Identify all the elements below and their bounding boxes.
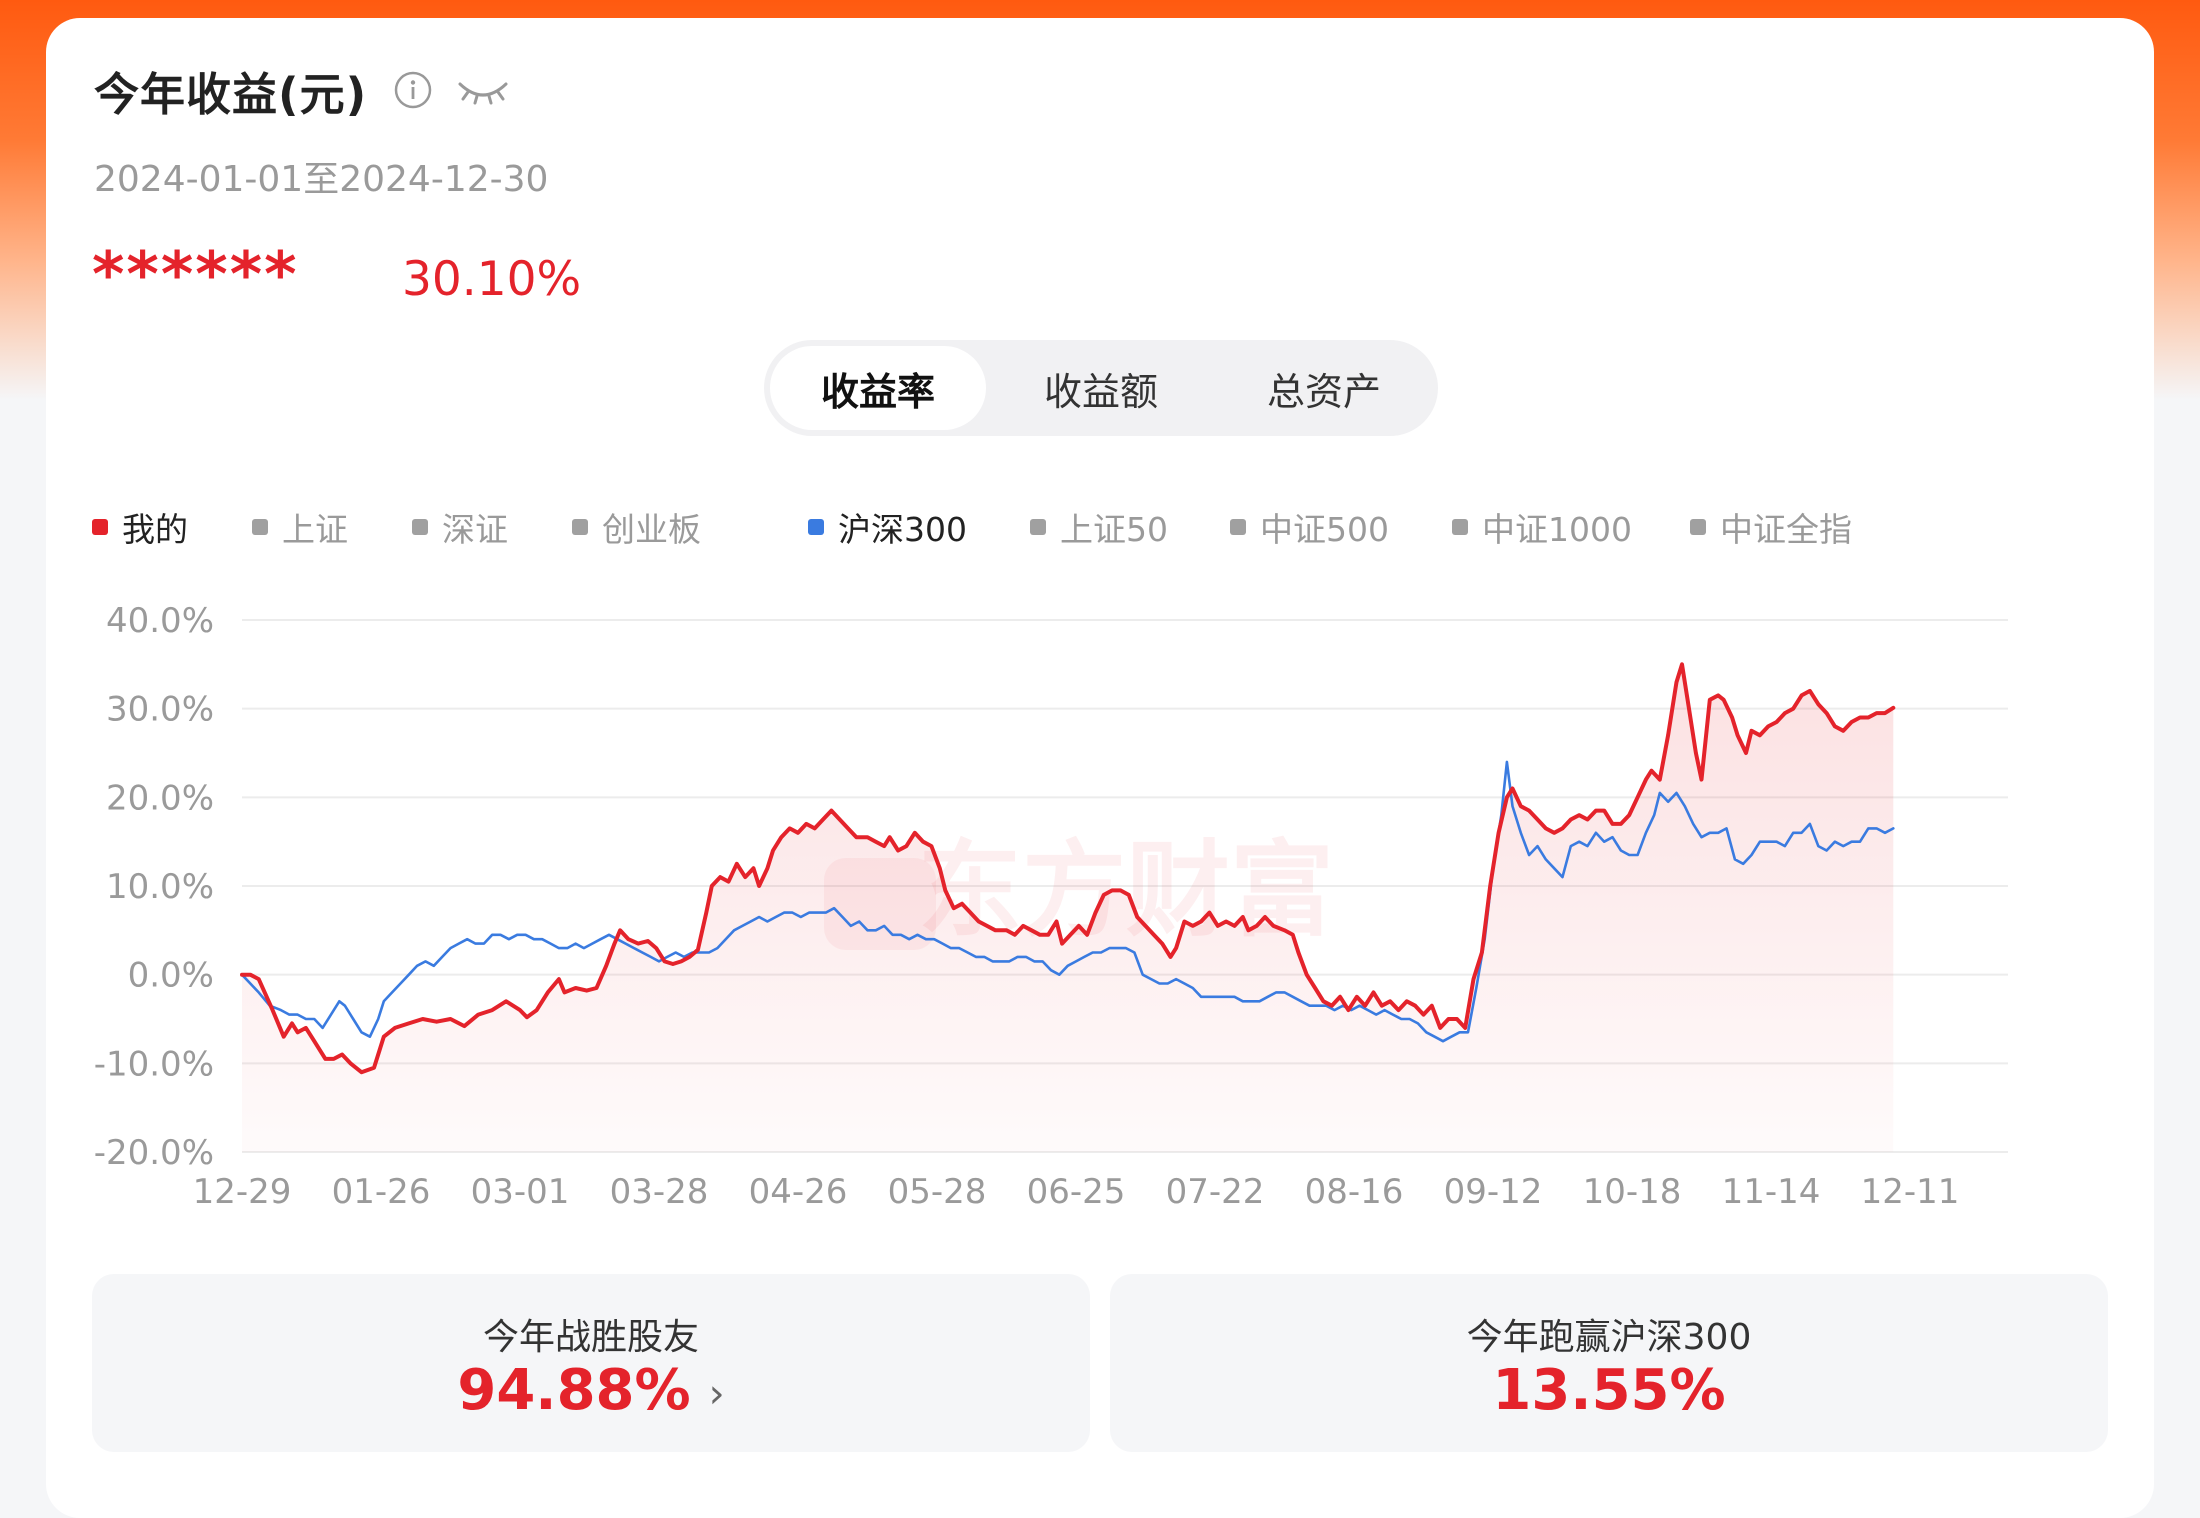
legend-item-7[interactable]: 中证1000 <box>1452 502 1632 552</box>
y-tick-label: 40.0% <box>106 601 214 641</box>
legend-label: 中证500 <box>1260 510 1389 549</box>
legend-item-2[interactable]: 深证 <box>412 502 508 552</box>
y-tick-label: -20.0% <box>94 1133 214 1173</box>
tab-return-amount[interactable]: 收益额 <box>1043 369 1158 414</box>
page-title: 今年收益(元) <box>94 67 368 121</box>
x-tick-label: 07-22 <box>1166 1172 1265 1212</box>
legend-item-6[interactable]: 中证500 <box>1230 502 1389 552</box>
x-tick-label: 10-18 <box>1583 1172 1682 1212</box>
beat-hs300-label: 今年跑赢沪深300 <box>1466 1317 1752 1358</box>
beat-peers-value: 94.88% <box>457 1358 691 1423</box>
x-tick-label: 12-29 <box>193 1172 292 1212</box>
tab-total-assets[interactable]: 总资产 <box>1266 369 1381 414</box>
beat-peers-label: 今年战胜股友 <box>482 1317 699 1358</box>
series-line-0 <box>240 662 1896 1075</box>
legend-swatch <box>92 519 108 535</box>
legend-swatch <box>252 519 268 535</box>
legend-label: 创业板 <box>602 510 701 549</box>
y-tick-label: -10.0% <box>94 1044 214 1084</box>
earnings-card: 今年收益(元) 2024-01-01至2024-12-30 ****** 30.… <box>46 18 2154 1518</box>
beat-hs300-box: 今年跑赢沪深300 13.55% <box>1110 1274 2108 1452</box>
return-percentage: 30.10% <box>402 252 582 307</box>
date-range: 2024-01-01至2024-12-30 <box>94 159 549 200</box>
beat-peers-box[interactable]: 今年战胜股友 94.88% › <box>92 1274 1090 1452</box>
legend-label: 中证全指 <box>1720 510 1852 549</box>
tab-return-rate[interactable]: 收益率 <box>770 346 986 430</box>
x-tick-label: 03-01 <box>471 1172 570 1212</box>
legend-label: 沪深300 <box>838 510 967 549</box>
title-row: 今年收益(元) <box>94 60 511 121</box>
legend-item-1[interactable]: 上证 <box>252 502 348 552</box>
y-tick-label: 30.0% <box>106 690 214 730</box>
legend-swatch <box>1030 519 1046 535</box>
legend-label: 深证 <box>442 510 508 549</box>
beat-peers-value-row: 94.88% › <box>92 1358 1090 1423</box>
x-tick-label: 06-25 <box>1027 1172 1126 1212</box>
chevron-right-icon[interactable]: › <box>708 1370 725 1417</box>
legend-swatch <box>412 519 428 535</box>
legend-label: 上证 <box>282 510 348 549</box>
legend-label: 我的 <box>122 510 188 549</box>
legend-label: 上证50 <box>1060 510 1168 549</box>
legend-swatch <box>808 519 824 535</box>
legend-item-0[interactable]: 我的 <box>92 502 188 552</box>
x-tick-label: 12-11 <box>1861 1172 1960 1212</box>
x-tick-label: 05-28 <box>888 1172 987 1212</box>
legend-swatch <box>1230 519 1246 535</box>
series-area-0 <box>242 664 1894 1152</box>
masked-amount: ****** <box>92 238 299 311</box>
eye-closed-icon[interactable] <box>455 70 511 110</box>
return-chart: 40.0% 30.0% 20.0% 10.0% 0.0% -10.0% -20.0%12-2… <box>94 601 2008 1212</box>
y-tick-label: 0.0% <box>128 956 214 996</box>
legend-swatch <box>1452 519 1468 535</box>
legend-item-3[interactable]: 创业板 <box>572 502 701 552</box>
x-tick-label: 03-28 <box>610 1172 709 1212</box>
series-line-1 <box>240 760 1895 1043</box>
beat-hs300-value: 13.55% <box>1492 1358 1726 1423</box>
x-tick-label: 09-12 <box>1444 1172 1543 1212</box>
legend-swatch <box>1690 519 1706 535</box>
legend-item-8[interactable]: 中证全指 <box>1690 502 1852 552</box>
legend-swatch <box>572 519 588 535</box>
info-icon[interactable] <box>393 70 433 110</box>
x-tick-label: 08-16 <box>1305 1172 1404 1212</box>
legend-item-5[interactable]: 上证50 <box>1030 502 1168 552</box>
y-tick-label: 10.0% <box>106 867 214 907</box>
y-tick-label: 20.0% <box>106 778 214 818</box>
view-tabs: 收益率 收益额 总资产 <box>764 340 1438 436</box>
x-tick-label: 11-14 <box>1722 1172 1821 1212</box>
x-tick-label: 01-26 <box>332 1172 431 1212</box>
legend-item-4[interactable]: 沪深300 <box>808 502 967 552</box>
legend-label: 中证1000 <box>1482 510 1632 549</box>
x-tick-label: 04-26 <box>749 1172 848 1212</box>
